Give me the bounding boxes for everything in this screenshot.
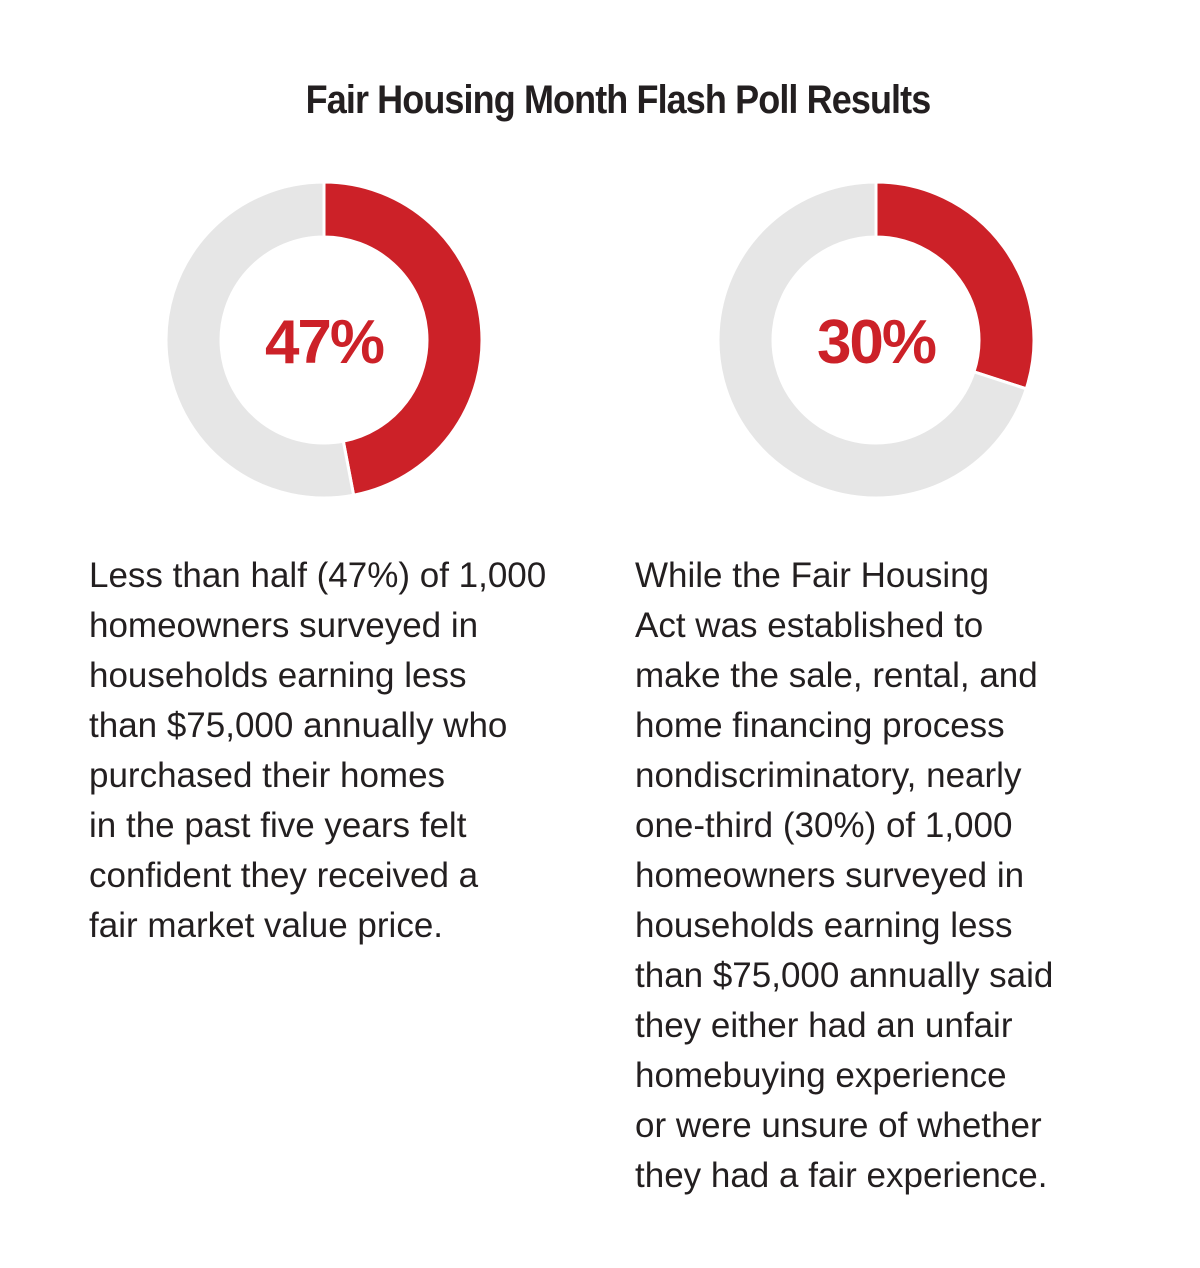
donut-slice-highlight: [874, 180, 1036, 391]
donut-chart-30: 30%: [716, 180, 1036, 500]
donut-chart-47: 47%: [164, 180, 484, 500]
description-line: homebuying experience: [635, 1056, 1007, 1095]
donut-slice-remainder: [164, 180, 356, 500]
description-line: confident they received a: [89, 856, 479, 895]
page-title: Fair Housing Month Flash Poll Results: [305, 78, 932, 122]
description-line: make the sale, rental, and: [635, 656, 1038, 695]
description-line: in the past five years felt: [89, 806, 467, 845]
description-line: nondiscriminatory, nearly: [635, 756, 1022, 795]
description-line: Act was established to: [635, 606, 984, 645]
description-line: homeowners surveyed in: [635, 856, 1025, 895]
description-line: than $75,000 annually who: [89, 706, 508, 745]
donut-center-label: 47%: [265, 308, 384, 377]
description-line: they either had an unfair: [635, 1006, 1013, 1045]
description-line: fair market value price.: [89, 906, 444, 945]
description-line: households earning less: [89, 656, 467, 695]
donut-slice-remainder: [716, 180, 1029, 500]
description-line: or were unsure of whether: [635, 1106, 1042, 1145]
donut-svg: 30%: [716, 180, 1036, 500]
description-line: than $75,000 annually said: [635, 956, 1054, 995]
donut-center-label: 30%: [817, 308, 936, 377]
description-line: homeowners surveyed in: [89, 606, 479, 645]
description-line: Less than half (47%) of 1,000: [89, 556, 547, 595]
description-line: one-third (30%) of 1,000: [635, 806, 1013, 845]
donut-svg: 47%: [164, 180, 484, 500]
description-line: households earning less: [635, 906, 1013, 945]
description-text-left: Less than half (47%) of 1,000 homeowners …: [89, 551, 546, 951]
description-text-right: While the Fair Housing Act was establishe…: [635, 551, 1053, 1201]
description-line: home financing process: [635, 706, 1005, 745]
description-line: they had a fair experience.: [635, 1156, 1048, 1195]
donut-slice-highlight: [322, 180, 484, 497]
description-line: While the Fair Housing: [635, 556, 990, 595]
description-line: purchased their homes: [89, 756, 446, 795]
